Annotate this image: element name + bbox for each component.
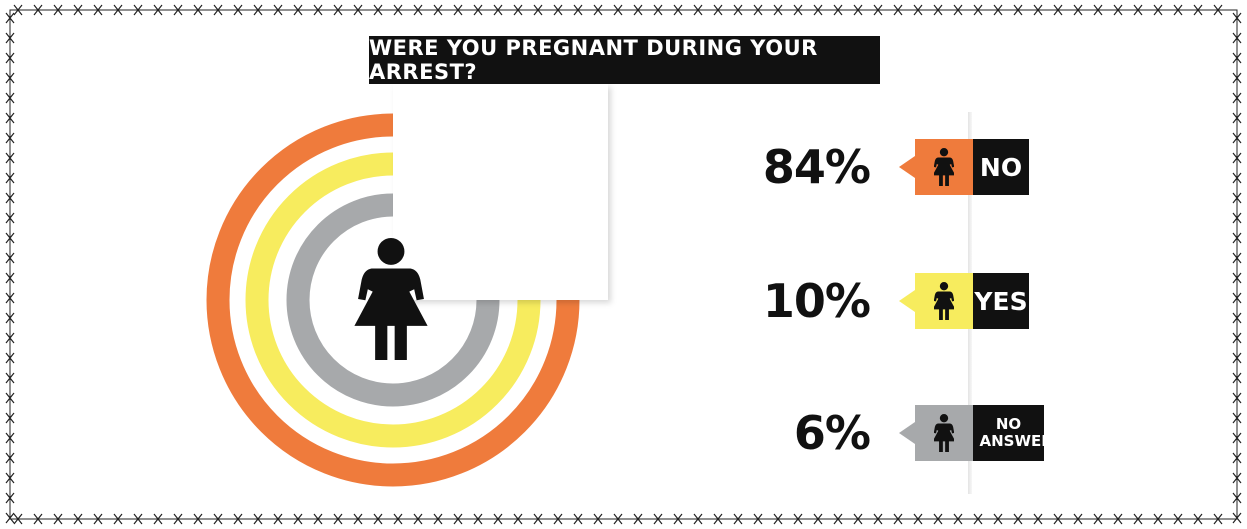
label-no-answer-text: NO ANSWER bbox=[979, 415, 1053, 450]
pointer-no bbox=[899, 156, 915, 178]
pointer-yes bbox=[899, 290, 915, 312]
label-no: NO bbox=[973, 139, 1029, 195]
label-yes: YES bbox=[973, 273, 1029, 329]
ring-yes bbox=[245, 152, 541, 448]
percent-yes: 10% bbox=[762, 274, 871, 328]
quadrant-cutout bbox=[393, 84, 608, 300]
label-no-answer: NO ANSWER bbox=[973, 405, 1053, 461]
chart-title: WERE YOU PREGNANT DURING YOUR ARREST? bbox=[369, 36, 880, 84]
ring-no bbox=[206, 113, 580, 487]
ring-no-answer bbox=[286, 193, 500, 407]
swatch-no bbox=[915, 139, 973, 195]
pointer-no-answer bbox=[899, 422, 915, 444]
percent-no-answer: 6% bbox=[793, 406, 871, 460]
woman-icon bbox=[934, 414, 954, 452]
woman-icon bbox=[934, 148, 954, 186]
percent-no: 84% bbox=[762, 140, 871, 194]
swatch-yes bbox=[915, 273, 973, 329]
swatch-no-answer bbox=[915, 405, 973, 461]
woman-icon bbox=[934, 282, 954, 320]
woman-icon bbox=[354, 237, 428, 360]
